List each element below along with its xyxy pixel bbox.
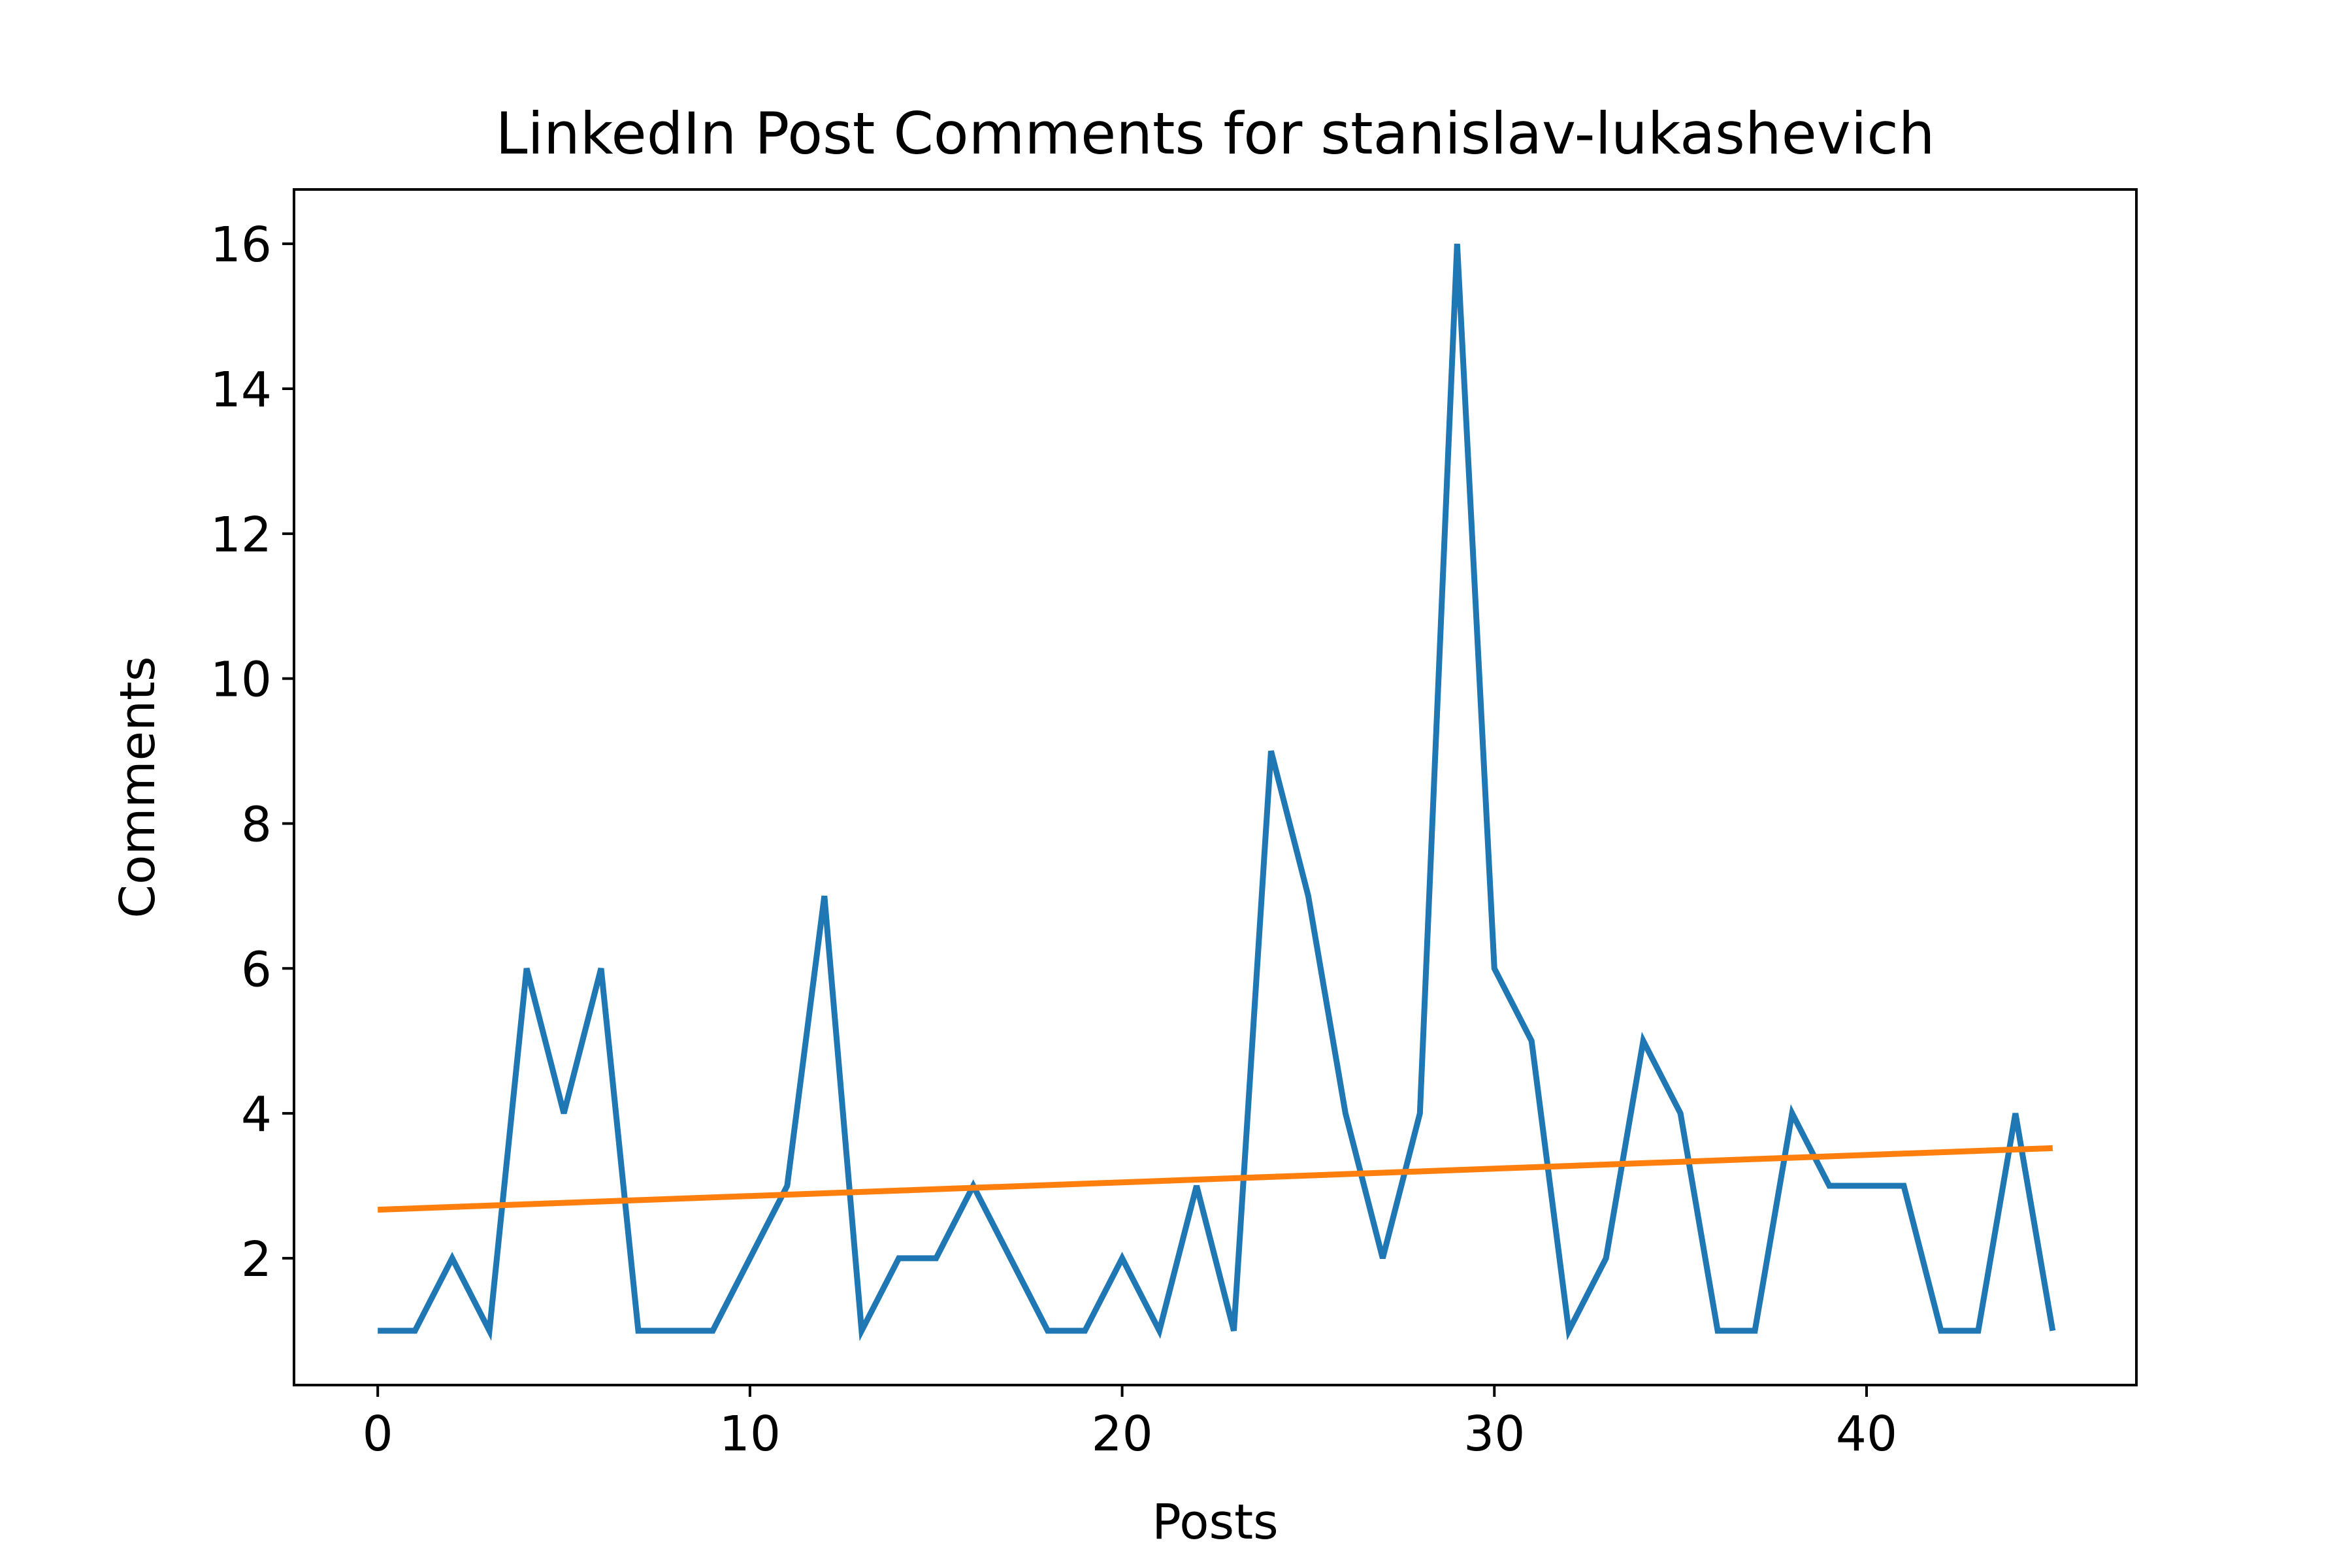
x-tick-label: 10 xyxy=(719,1406,781,1462)
x-tick-label: 30 xyxy=(1463,1406,1525,1462)
y-tick-label: 2 xyxy=(241,1232,272,1288)
y-axis: 2 4 6 8 10 12 14 16 xyxy=(210,217,294,1288)
x-axis-title: Posts xyxy=(1152,1494,1278,1550)
x-tick-label: 0 xyxy=(363,1406,393,1462)
y-tick-label: 14 xyxy=(210,362,272,418)
plot-area xyxy=(294,189,2136,1385)
y-tick-label: 12 xyxy=(210,507,272,563)
y-tick-label: 4 xyxy=(241,1086,272,1143)
plot-frame xyxy=(293,188,2138,1386)
y-tick-label: 16 xyxy=(210,217,272,273)
x-axis: 0 10 20 30 40 xyxy=(363,1385,1897,1462)
trend-series-line xyxy=(378,1145,2053,1213)
y-tick-label: 10 xyxy=(210,652,272,708)
chart-title: LinkedIn Post Comments for stanislav-luk… xyxy=(495,100,1935,167)
x-tick-label: 40 xyxy=(1836,1406,1897,1462)
x-tick-label: 20 xyxy=(1091,1406,1152,1462)
series-layer xyxy=(378,243,2056,1341)
comments-series-line xyxy=(378,243,2056,1341)
y-axis-title: Comments xyxy=(110,656,166,918)
y-tick-label: 8 xyxy=(241,796,272,853)
y-tick-label: 6 xyxy=(241,941,272,998)
